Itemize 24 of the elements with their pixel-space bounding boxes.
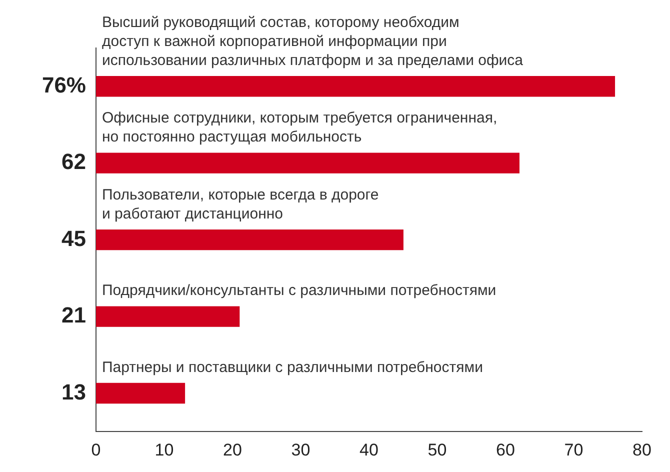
- data-label: 13: [62, 379, 86, 404]
- x-tick-label: 40: [360, 440, 378, 460]
- bar: [96, 306, 240, 327]
- y-tick-label: Высший руководящий состав, которому необходим доступ к важной корпоративной информации при использовании различных платформ и за пределами офиса: [102, 14, 524, 69]
- y-tick-label: Партнеры и поставщики с различными потребностями: [102, 358, 483, 376]
- bar: [96, 152, 520, 174]
- x-tick-label: 50: [428, 440, 447, 460]
- data-label: 21: [62, 302, 86, 328]
- x-tick-label: 0: [91, 440, 101, 460]
- bar: [96, 229, 404, 250]
- x-tick-label: 30: [291, 440, 310, 460]
- bar: [96, 382, 186, 404]
- data-label: 76%: [42, 72, 86, 98]
- x-tick-label: 60: [496, 440, 515, 460]
- bar: [96, 76, 616, 97]
- x-tick-label: 20: [223, 440, 242, 460]
- x-tick-label: 10: [154, 440, 174, 460]
- y-tick-label: Офисные сотрудники, которым требуется ограниченная, но постоянно растущая мобильность: [102, 110, 498, 146]
- y-tick-label: Пользователи, которые всегда в дороге и работают дистанционно: [102, 186, 379, 222]
- y-tick-label: Подрядчики/консультанты с различными потребностями: [102, 282, 496, 300]
- data-label: 45: [62, 226, 86, 251]
- x-tick-label: 70: [564, 440, 584, 460]
- data-label: 62: [62, 149, 86, 174]
- x-tick-label: 80: [632, 440, 652, 460]
